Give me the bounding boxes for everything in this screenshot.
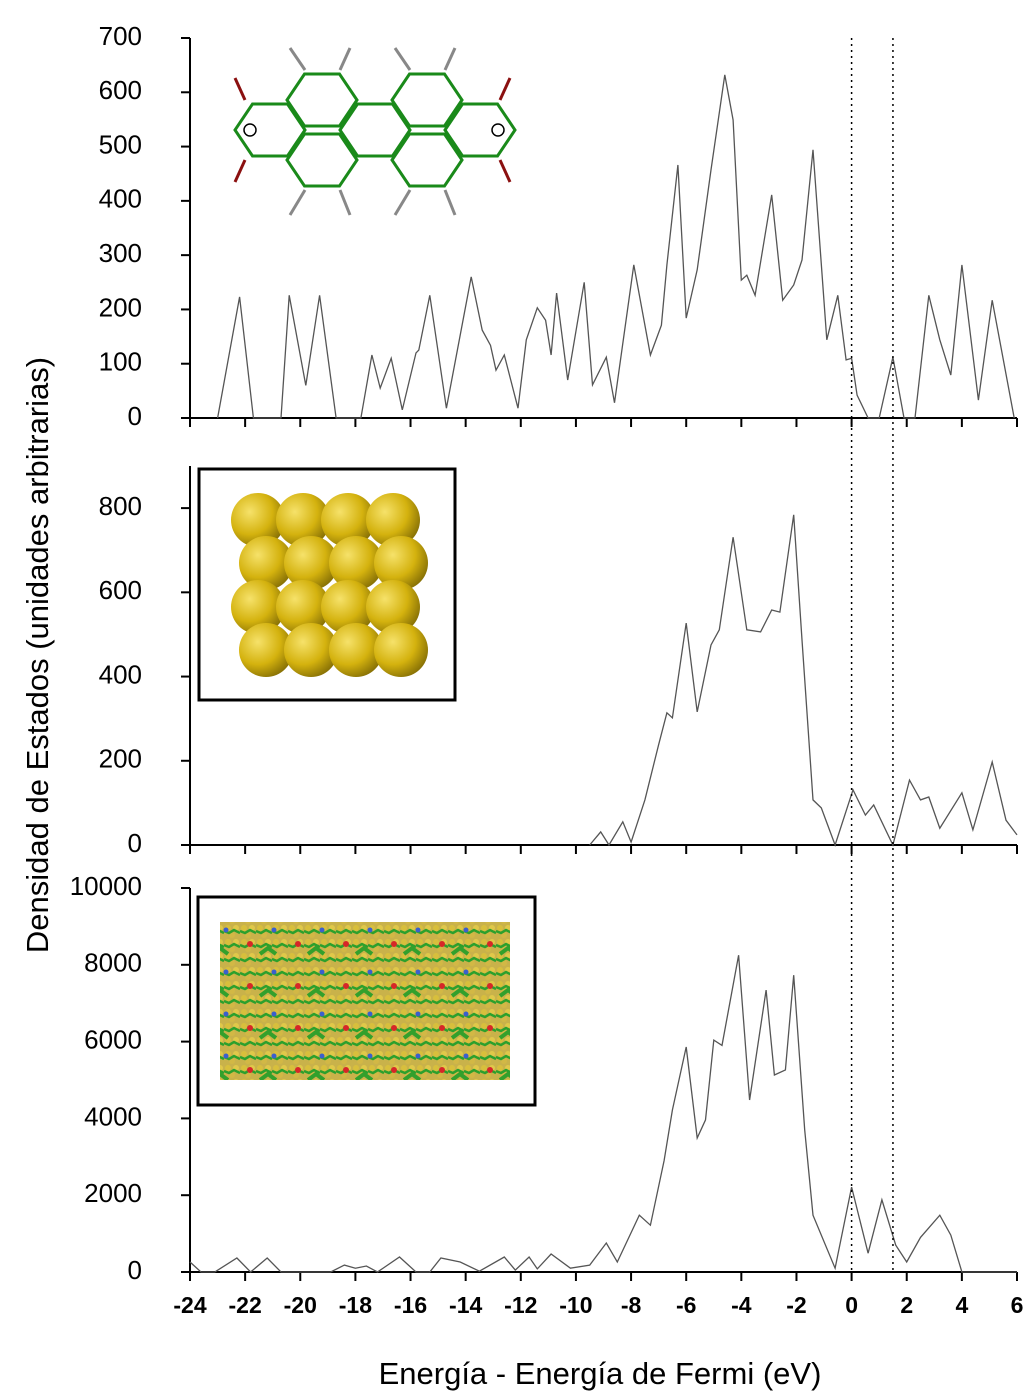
x-tick-label: -2 — [786, 1292, 806, 1318]
y-tick-label: 0 — [128, 828, 142, 858]
gold-inset — [231, 493, 428, 677]
atom — [366, 493, 420, 547]
hexagon — [443, 102, 517, 158]
atom — [231, 580, 285, 634]
bond — [498, 77, 512, 101]
atom — [374, 536, 428, 590]
y-tick-label: 4000 — [84, 1101, 142, 1131]
y-tick-label: 0 — [128, 401, 142, 431]
atom — [276, 493, 330, 547]
y-tick-label: 10000 — [70, 871, 142, 901]
y-tick-label: 100 — [99, 347, 142, 377]
bond — [233, 159, 247, 183]
atom — [374, 623, 428, 677]
hexagon — [390, 132, 464, 188]
atom — [239, 536, 293, 590]
y-tick-label: 200 — [99, 292, 142, 322]
x-tick-label: 0 — [845, 1292, 858, 1318]
bond — [288, 47, 307, 71]
ring — [491, 123, 505, 137]
y-tick-label: 400 — [99, 659, 142, 689]
x-tick-label: -14 — [449, 1292, 482, 1318]
y-axis-label: Densidad de Estados (unidades arbitraria… — [20, 357, 55, 953]
hybrid-inset-detail — [220, 922, 510, 1080]
x-tick-label: 6 — [1011, 1292, 1024, 1318]
atom — [329, 623, 383, 677]
x-tick-label: -8 — [621, 1292, 642, 1318]
y-tick-label: 600 — [99, 575, 142, 605]
y-tick-label: 300 — [99, 238, 142, 268]
x-axis-label: Energía - Energía de Fermi (eV) — [379, 1356, 822, 1391]
y-tick-label: 6000 — [84, 1024, 142, 1054]
insets — [196, 47, 537, 1107]
y-tick-label: 700 — [99, 21, 142, 51]
x-tick-label: -22 — [229, 1292, 262, 1318]
hexagon — [285, 72, 359, 128]
bond — [498, 159, 512, 183]
x-tick-label: -18 — [339, 1292, 372, 1318]
y-tick-label: 0 — [128, 1255, 142, 1285]
x-tick-label: 2 — [900, 1292, 913, 1318]
dos-line — [589, 514, 1018, 847]
x-tick-label: -12 — [504, 1292, 537, 1318]
x-tick-label: -16 — [394, 1292, 427, 1318]
atom — [239, 623, 293, 677]
ring — [243, 123, 257, 137]
atom — [329, 536, 383, 590]
x-tick-label: -24 — [173, 1292, 206, 1318]
x-tick-label: 4 — [955, 1292, 968, 1318]
hexagon — [285, 132, 359, 188]
atom — [231, 493, 285, 547]
atom — [321, 493, 375, 547]
atom — [276, 580, 330, 634]
x-tick-label: -20 — [284, 1292, 317, 1318]
bond — [443, 189, 457, 216]
atom — [284, 536, 338, 590]
y-tick-label: 8000 — [84, 948, 142, 978]
x-tick-label: -10 — [559, 1292, 592, 1318]
y-tick-label: 500 — [99, 129, 142, 159]
molecule-inset — [233, 47, 517, 216]
bond — [443, 47, 457, 71]
y-tick-label: 2000 — [84, 1178, 142, 1208]
hexagon — [233, 102, 307, 158]
hexagon — [390, 72, 464, 128]
y-tick-label: 800 — [99, 491, 142, 521]
y-tick-label: 400 — [99, 184, 142, 214]
atom — [366, 580, 420, 634]
y-tick-label: 600 — [99, 75, 142, 105]
bond — [338, 47, 352, 71]
dos-line — [216, 74, 1015, 419]
bond — [233, 77, 247, 101]
atom — [321, 580, 375, 634]
hexagon — [338, 102, 412, 158]
bond — [393, 47, 412, 71]
bond — [393, 189, 412, 216]
bond — [288, 189, 307, 216]
bond — [338, 189, 352, 216]
x-tick-label: -4 — [731, 1292, 752, 1318]
dos-line — [189, 955, 1017, 1273]
y-tick-label: 200 — [99, 744, 142, 774]
x-tick-label: -6 — [676, 1292, 696, 1318]
atom — [284, 623, 338, 677]
